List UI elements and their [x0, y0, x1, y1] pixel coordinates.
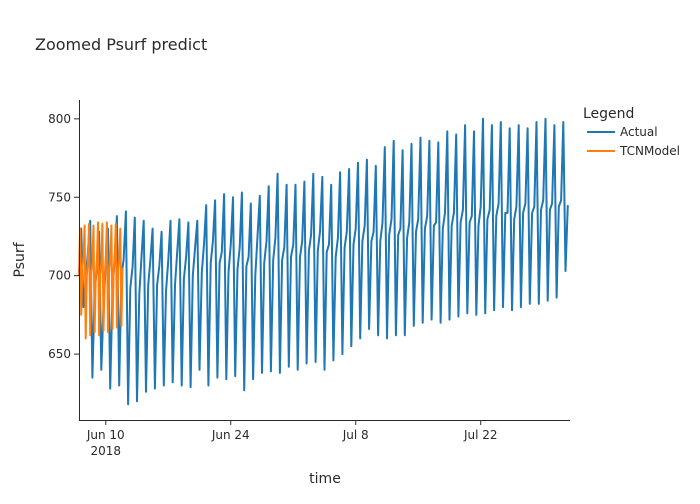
y-tick-label: 800	[48, 112, 71, 126]
legend-title: Legend	[583, 106, 634, 122]
x-tick-label: Jun 24	[211, 428, 250, 442]
series-line-tcnmodel	[78, 221, 124, 340]
legend: Legend Actual TCNModel	[583, 106, 680, 158]
x-tick-label: Jun 10	[86, 428, 125, 442]
x-tick-sublabel: 2018	[91, 444, 122, 458]
legend-label-tcnmodel: TCNModel	[619, 144, 680, 158]
legend-items: Actual TCNModel	[587, 125, 680, 158]
x-axis-title: time	[309, 471, 341, 487]
x-axis-ticks: Jun 10 2018 Jun 24 Jul 8 Jul 22	[86, 420, 498, 458]
y-axis-title: Psurf	[12, 241, 28, 277]
legend-label-actual: Actual	[620, 125, 658, 139]
chart-title: Zoomed Psurf predict	[35, 35, 207, 54]
y-tick-label: 700	[48, 269, 71, 283]
x-tick-label: Jul 8	[342, 428, 369, 442]
x-tick-label: Jul 22	[463, 428, 498, 442]
y-tick-label: 750	[48, 190, 71, 204]
y-tick-label: 650	[48, 347, 71, 361]
y-axis-ticks: 650 700 750 800	[48, 112, 79, 361]
plot-area	[78, 117, 569, 406]
series-line-actual	[78, 117, 569, 406]
